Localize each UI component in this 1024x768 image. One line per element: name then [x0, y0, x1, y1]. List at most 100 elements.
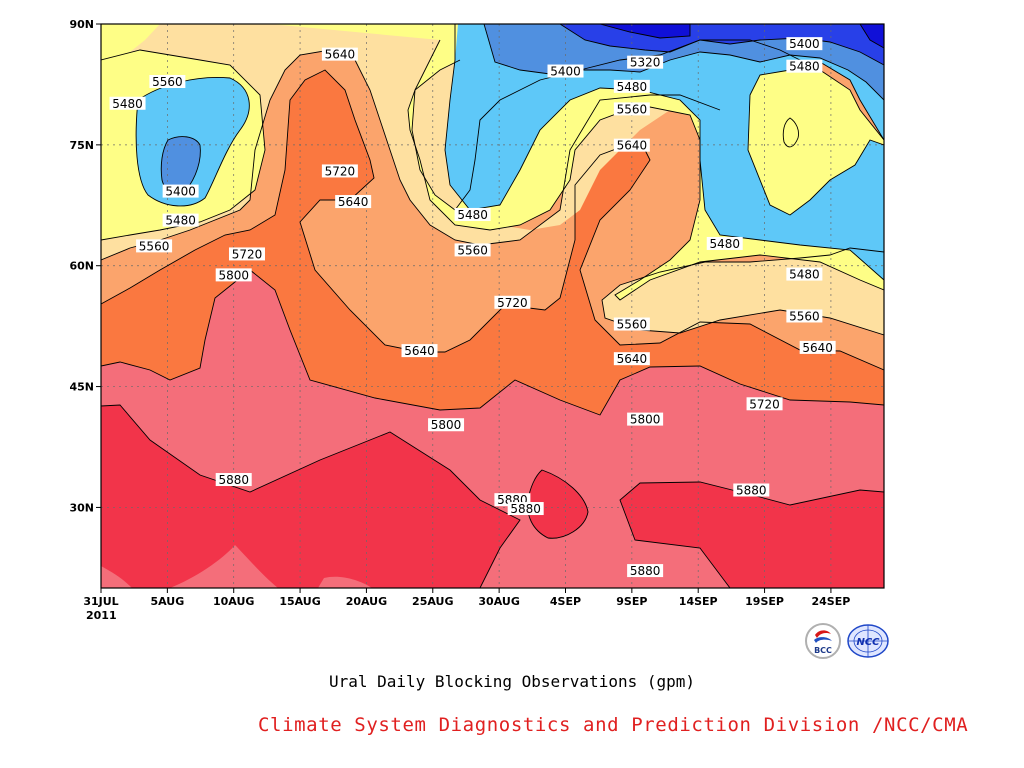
x-axis-year-label: 2011	[86, 609, 117, 622]
contour-label-box	[401, 344, 438, 358]
contour-fill-layer	[101, 24, 884, 588]
credit-line: Climate System Diagnostics and Predictio…	[258, 714, 969, 736]
contour-label-box	[321, 164, 358, 178]
contour-label-text: 5560	[617, 318, 648, 332]
contour-line	[601, 247, 884, 336]
contour-line	[782, 117, 799, 148]
contour-label-box	[627, 564, 664, 578]
contour-label: 5640	[613, 352, 650, 366]
contour-line	[483, 24, 884, 101]
contour-label: 5480	[454, 207, 491, 222]
contour-label-box	[215, 268, 252, 282]
fill-band-deep-corner	[860, 24, 884, 48]
contour-label-box	[149, 75, 186, 89]
contour-label: 5880	[733, 483, 770, 498]
fill-hole-5880	[527, 470, 588, 539]
contour-label: 5400	[547, 64, 584, 79]
contour-label-text: 5480	[165, 214, 196, 228]
contour-label-text: 5560	[139, 239, 170, 253]
y-tick-label: 90N	[69, 18, 94, 31]
contour-label-box	[454, 243, 491, 257]
chart-caption: Ural Daily Blocking Observations (gpm)	[328, 672, 696, 691]
contour-label-text: 5640	[325, 48, 356, 62]
contour-label: 5480	[109, 96, 146, 111]
fill-band-5320	[484, 24, 884, 100]
contour-label-text: 5400	[165, 185, 196, 199]
x-tick-label: 31JUL	[83, 595, 118, 608]
fill-band-5560-left	[101, 24, 720, 260]
contour-label-text: 5800	[431, 418, 462, 432]
contour-line	[527, 469, 589, 539]
contour-label-text: 5640	[617, 139, 648, 153]
contour-label-text: 5400	[550, 65, 581, 79]
contour-label: 5640	[335, 195, 372, 209]
contour-label: 5640	[613, 138, 650, 153]
contour-label-box	[228, 247, 265, 261]
contour-label-box	[627, 412, 664, 426]
contour-line	[559, 24, 884, 66]
contour-label: 5720	[228, 247, 265, 261]
contour-label-text: 5720	[232, 247, 263, 261]
contour-label-box	[613, 102, 650, 116]
contour-label-text: 5560	[617, 102, 648, 116]
contour-label-box	[613, 352, 650, 366]
contour-label: 5560	[136, 239, 173, 253]
contour-label-text: 5880	[630, 564, 661, 578]
contour-label: 5560	[454, 243, 491, 257]
contour-label: 5400	[162, 184, 199, 199]
contour-line	[101, 404, 521, 588]
fill-band-5800-pocket	[170, 545, 278, 588]
contour-label: 5560	[149, 75, 186, 89]
contour-label: 5800	[215, 268, 252, 282]
contour-label: 5880	[215, 473, 252, 487]
contour-label-text: 5880	[218, 473, 249, 487]
x-tick-label: 15AUG	[279, 595, 320, 608]
y-tick-label: 75N	[69, 139, 94, 152]
contour-line	[101, 269, 884, 416]
y-axis: 30N 45N 60N 75N 90N	[69, 18, 101, 514]
y-tick-label: 45N	[69, 381, 94, 394]
contour-label: 5640	[401, 344, 438, 358]
x-tick-label: 10AUG	[213, 595, 254, 608]
contour-label: 5640	[799, 340, 836, 355]
contour-label-box	[786, 267, 823, 281]
contour-label-box	[136, 239, 173, 253]
x-tick-label: 5AUG	[150, 595, 184, 608]
fill-band-5800-corner	[101, 566, 132, 588]
contour-label-box	[547, 64, 584, 78]
contour-label-box	[507, 502, 544, 516]
contour-label-text: 5720	[497, 296, 528, 310]
fill-band-5320-left	[161, 136, 201, 193]
plot-frame	[100, 23, 885, 589]
ncc-logo: NCC	[846, 622, 890, 660]
fill-band-5400	[445, 24, 884, 280]
contour-label: 5560	[613, 102, 650, 116]
contour-label: 5480	[786, 59, 823, 74]
contour-label: 5800	[428, 418, 465, 432]
contour-label-text: 5800	[218, 268, 249, 282]
contour-label-box	[733, 483, 770, 497]
contour-label-box	[786, 37, 823, 51]
contour-label: 5720	[746, 397, 783, 411]
contour-label: 5560	[613, 317, 650, 332]
contour-label-text: 5560	[457, 243, 488, 257]
contour-label-box	[215, 473, 252, 487]
x-tick-label: 30AUG	[478, 595, 519, 608]
y-tick-label: 60N	[69, 260, 94, 273]
x-tick-label: 19SEP	[745, 595, 784, 608]
contour-label: 5480	[613, 79, 650, 94]
contour-label-text: 5560	[152, 75, 183, 89]
contour-label-box	[613, 79, 650, 93]
contour-line	[101, 49, 721, 261]
contour-label: 5880	[507, 502, 544, 516]
contour-label: 5480	[162, 213, 199, 228]
contour-label-box	[109, 96, 146, 110]
contour-label: 5800	[627, 412, 664, 427]
contour-label-text: 5720	[325, 164, 356, 178]
contour-label: 5880	[627, 564, 664, 578]
contour-line	[101, 49, 266, 241]
contour-label-text: 5480	[789, 268, 820, 282]
contour-label: 5640	[321, 47, 358, 62]
contour-label-text: 5400	[789, 37, 820, 51]
contour-label-text: 5320	[630, 56, 661, 70]
